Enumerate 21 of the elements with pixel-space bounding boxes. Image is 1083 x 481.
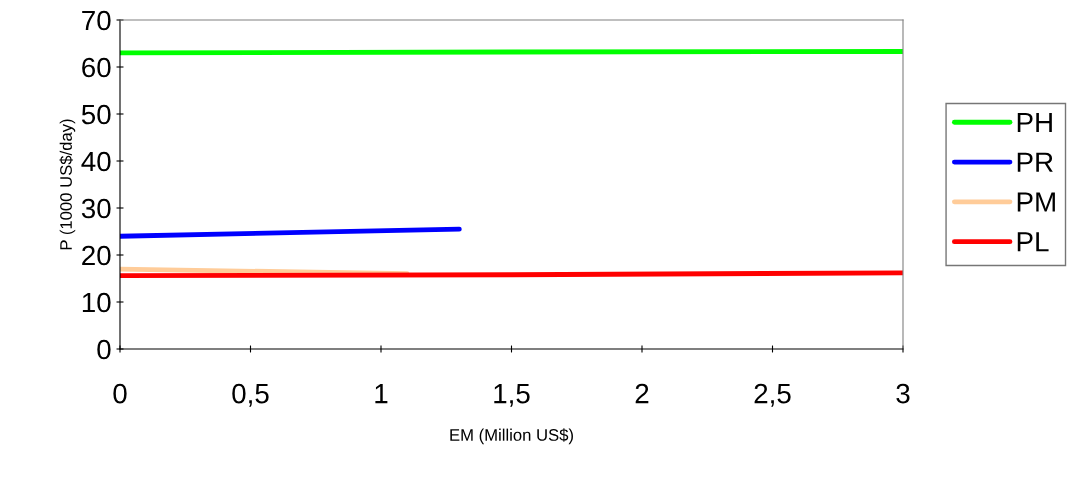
legend-label: PR	[1017, 152, 1053, 172]
x-tick-label: 3	[896, 383, 910, 404]
x-tick-label: 1	[375, 384, 388, 404]
x-tick-label: 0	[113, 383, 127, 404]
y-tick-label: 30	[81, 198, 111, 219]
x-tick-label: 2	[635, 383, 649, 404]
legend-label: PM	[1017, 192, 1055, 212]
y-tick-label: 60	[82, 57, 111, 78]
legend-label: PL	[1017, 232, 1049, 252]
y-tick-label: 40	[81, 151, 111, 172]
x-axis-title: EM (Million US$)	[450, 428, 573, 445]
y-axis-title: P (1000 US$/day)	[59, 119, 76, 250]
x-tick-label: 2,5	[754, 383, 791, 407]
y-tick-label: 70	[82, 10, 111, 31]
y-tick-label: 0	[97, 339, 111, 360]
y-tick-label: 50	[81, 104, 111, 125]
x-tick-label: 0,5	[232, 383, 269, 407]
x-tick-label: 1,5	[494, 384, 530, 407]
y-tick-label: 10	[82, 292, 111, 313]
legend-label: PH	[1017, 112, 1052, 133]
y-tick-label: 20	[82, 245, 111, 266]
